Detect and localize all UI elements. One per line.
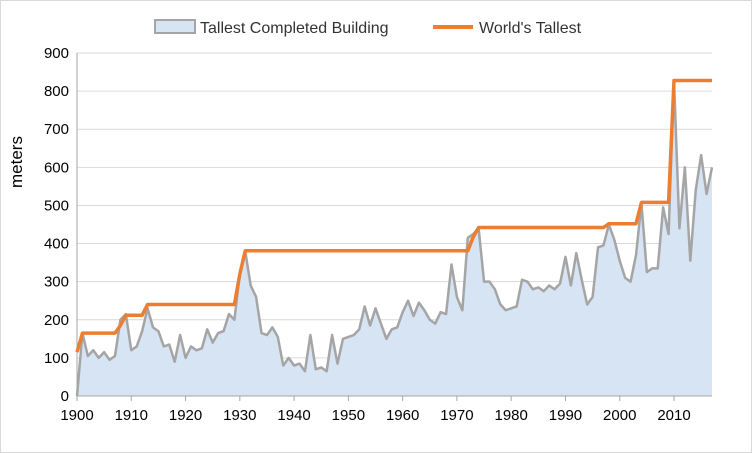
y-tick-label: 600 bbox=[44, 159, 69, 176]
x-tick-label: 2010 bbox=[657, 407, 690, 424]
y-tick-label: 700 bbox=[44, 121, 69, 138]
y-tick-labels: 0 100 200 300 400 500 600 700 800 900 bbox=[44, 45, 69, 405]
area-series bbox=[75, 79, 714, 397]
x-tick-label: 2000 bbox=[603, 407, 636, 424]
y-tick-label: 0 bbox=[61, 388, 69, 405]
worlds-tallest-line bbox=[75, 78, 712, 353]
y-tick-label: 100 bbox=[44, 350, 69, 367]
x-tick-labels: 1900 1910 1920 1930 1940 1950 1960 1970 1980 1990… bbox=[60, 407, 690, 424]
y-tick-label: 400 bbox=[44, 236, 69, 253]
x-tick-label: 1900 bbox=[60, 407, 93, 424]
y-tick-label: 300 bbox=[44, 274, 69, 291]
x-tick-label: 1950 bbox=[332, 407, 365, 424]
x-tick-label: 1970 bbox=[440, 407, 473, 424]
line-series bbox=[75, 78, 712, 353]
legend-label-tallest-completed: Tallest Completed Building bbox=[200, 20, 389, 37]
x-tick-label: 1990 bbox=[549, 407, 582, 424]
x-tick-label: 1930 bbox=[223, 407, 256, 424]
x-tick-label: 1940 bbox=[277, 407, 310, 424]
tallest-completed-area-fill bbox=[77, 80, 712, 396]
legend-label-worlds-tallest: World's Tallest bbox=[479, 20, 582, 37]
x-tick-label: 1910 bbox=[115, 407, 148, 424]
y-tick-label: 900 bbox=[44, 45, 69, 62]
x-tick-label: 1960 bbox=[386, 407, 419, 424]
x-tick-label: 1920 bbox=[169, 407, 202, 424]
axes bbox=[76, 53, 712, 401]
tallest-completed-line bbox=[75, 79, 714, 397]
legend: Tallest Completed Building World's Talle… bbox=[154, 19, 582, 37]
y-axis-label: meters bbox=[7, 136, 26, 188]
legend-swatch-tallest-completed bbox=[154, 19, 196, 34]
y-tick-label: 500 bbox=[44, 197, 69, 214]
x-tick-label: 1980 bbox=[495, 407, 528, 424]
y-tick-label: 200 bbox=[44, 312, 69, 329]
y-tick-label: 800 bbox=[44, 83, 69, 100]
